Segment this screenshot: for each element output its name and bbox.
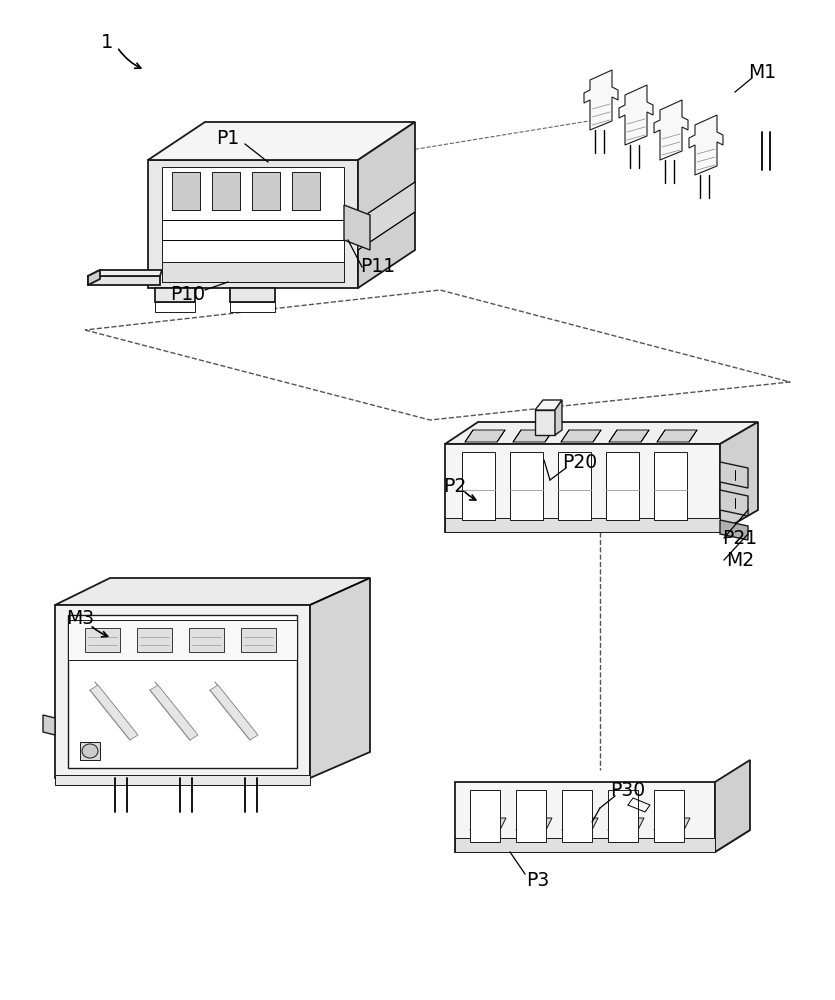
Polygon shape — [654, 818, 690, 830]
Polygon shape — [445, 518, 720, 532]
Polygon shape — [88, 276, 160, 285]
Text: P1: P1 — [216, 128, 240, 147]
Polygon shape — [155, 288, 195, 302]
Polygon shape — [241, 628, 276, 652]
Text: P20: P20 — [563, 452, 598, 472]
Polygon shape — [344, 205, 370, 250]
Polygon shape — [90, 685, 138, 740]
Polygon shape — [292, 172, 320, 210]
Polygon shape — [584, 70, 618, 130]
Polygon shape — [162, 167, 344, 282]
Polygon shape — [137, 628, 172, 652]
Polygon shape — [715, 760, 750, 852]
Polygon shape — [513, 430, 553, 442]
Text: P10: P10 — [170, 284, 205, 304]
Polygon shape — [619, 85, 653, 145]
Polygon shape — [88, 270, 100, 285]
Polygon shape — [465, 430, 505, 442]
Polygon shape — [212, 172, 240, 210]
Polygon shape — [535, 410, 555, 435]
Polygon shape — [720, 462, 748, 488]
Polygon shape — [80, 742, 100, 760]
Polygon shape — [720, 520, 748, 540]
Polygon shape — [608, 790, 638, 842]
Polygon shape — [230, 302, 275, 312]
Polygon shape — [85, 628, 120, 652]
Polygon shape — [150, 685, 198, 740]
Polygon shape — [55, 578, 370, 605]
Polygon shape — [654, 790, 684, 842]
Polygon shape — [68, 620, 297, 660]
Polygon shape — [654, 100, 688, 160]
Polygon shape — [189, 628, 224, 652]
Polygon shape — [210, 685, 258, 740]
Polygon shape — [358, 122, 415, 288]
Polygon shape — [358, 182, 415, 250]
Polygon shape — [455, 838, 715, 852]
Polygon shape — [88, 270, 162, 276]
Text: P30: P30 — [610, 780, 645, 800]
Polygon shape — [558, 452, 591, 520]
Polygon shape — [230, 288, 275, 302]
Text: M3: M3 — [66, 608, 94, 628]
Polygon shape — [470, 818, 506, 830]
Polygon shape — [561, 430, 601, 442]
Polygon shape — [720, 490, 748, 516]
Polygon shape — [654, 452, 687, 520]
Polygon shape — [470, 790, 500, 842]
Polygon shape — [516, 818, 552, 830]
Polygon shape — [609, 430, 649, 442]
Text: M1: M1 — [748, 62, 776, 82]
Polygon shape — [445, 422, 758, 444]
Polygon shape — [172, 172, 200, 210]
Polygon shape — [445, 444, 720, 532]
Polygon shape — [55, 775, 310, 785]
Polygon shape — [455, 782, 715, 852]
Polygon shape — [535, 400, 562, 410]
Polygon shape — [510, 452, 543, 520]
Polygon shape — [555, 400, 562, 435]
Text: 1: 1 — [101, 32, 114, 51]
Text: P3: P3 — [526, 870, 549, 890]
Ellipse shape — [82, 744, 98, 758]
Text: M2: M2 — [726, 550, 754, 570]
Polygon shape — [155, 302, 195, 312]
Polygon shape — [55, 605, 310, 778]
Polygon shape — [455, 830, 750, 852]
Polygon shape — [252, 172, 280, 210]
Polygon shape — [689, 115, 723, 175]
Polygon shape — [462, 452, 495, 520]
Polygon shape — [516, 790, 546, 842]
Polygon shape — [720, 422, 758, 532]
Polygon shape — [310, 578, 370, 778]
Polygon shape — [608, 818, 644, 830]
Text: P11: P11 — [361, 257, 396, 276]
Polygon shape — [606, 452, 639, 520]
Polygon shape — [562, 818, 598, 830]
Text: P21: P21 — [722, 528, 757, 548]
Polygon shape — [68, 615, 297, 768]
Polygon shape — [657, 430, 697, 442]
Polygon shape — [43, 715, 55, 735]
Polygon shape — [148, 160, 358, 288]
Polygon shape — [162, 262, 344, 282]
Polygon shape — [562, 790, 592, 842]
Polygon shape — [148, 122, 415, 160]
Text: P2: P2 — [443, 478, 467, 496]
